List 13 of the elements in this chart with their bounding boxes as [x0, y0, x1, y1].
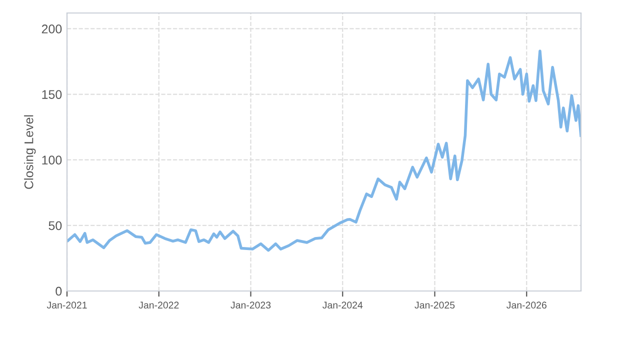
y-tick-label: 150 — [42, 90, 62, 99]
x-tick-label: Jan-2025 — [414, 302, 455, 309]
y-tick-label: 100 — [42, 156, 62, 165]
y-axis-title: Closing Level — [24, 115, 36, 189]
x-tick-label: Jan-2026 — [506, 302, 546, 309]
x-tick-label: Jan-2022 — [138, 302, 179, 309]
x-tick-label: Jan-2023 — [230, 302, 271, 309]
y-tick-label: 200 — [42, 24, 62, 34]
y-tick-label: 50 — [48, 221, 62, 230]
x-tick-label: Jan-2021 — [46, 302, 87, 309]
y-tick-label: 0 — [56, 286, 62, 296]
line-series — [67, 50, 581, 252]
x-tick-label: Jan-2024 — [322, 302, 363, 309]
